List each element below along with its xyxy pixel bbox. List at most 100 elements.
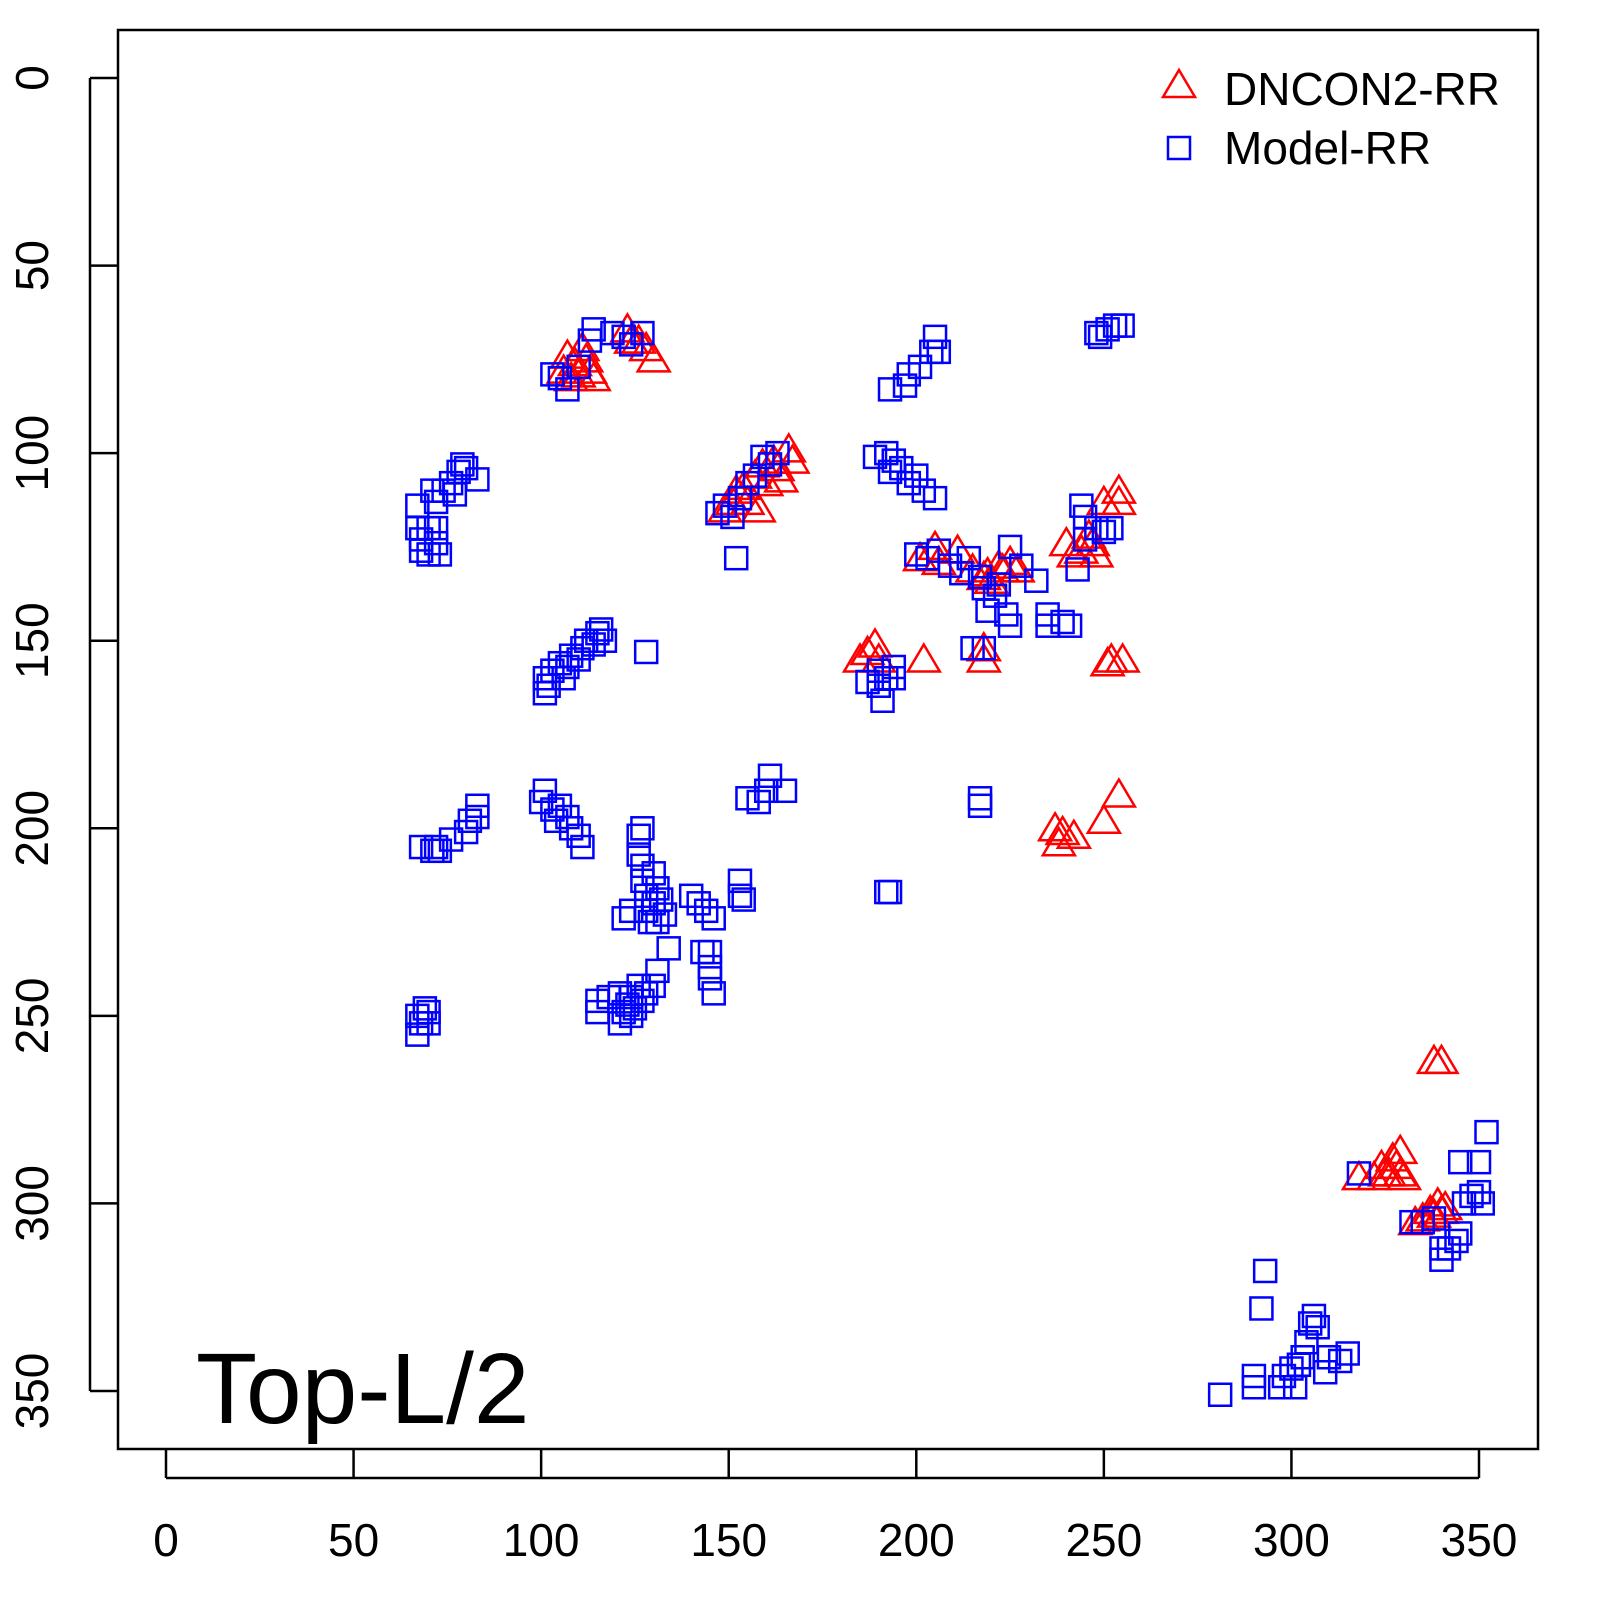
x-tick-label: 250	[1065, 1514, 1142, 1566]
model-rr-point	[1466, 1149, 1492, 1175]
model-rr-point	[438, 827, 464, 852]
model-rr-point	[855, 669, 880, 695]
x-tick-label: 150	[690, 1514, 767, 1566]
dncon2-rr-point	[973, 563, 1010, 594]
model-rr-point	[757, 763, 783, 789]
model-rr-point	[975, 598, 1000, 623]
dncon2-rr-point	[763, 461, 800, 493]
model-rr-point	[697, 939, 723, 965]
model-rr-point	[1447, 1221, 1473, 1246]
model-rr-point	[753, 778, 779, 804]
dncon2-rr-point	[905, 642, 942, 673]
dncon2-rr-point	[1382, 1133, 1419, 1165]
model-rr-point	[877, 879, 903, 905]
model-rr-point	[416, 542, 441, 567]
y-tick-label: 250	[6, 977, 58, 1054]
model-rr-point	[1057, 613, 1083, 638]
model-rr-point	[465, 793, 490, 819]
model-rr-point	[416, 1011, 441, 1036]
y-axis: 0 50 100 150 200 250 300 350	[6, 65, 118, 1429]
model-rr-point	[1297, 1311, 1323, 1336]
model-rr-point	[611, 324, 636, 350]
model-rr-point	[592, 628, 618, 653]
model-rr-point	[720, 504, 745, 530]
dncon2-rr-point	[856, 627, 894, 658]
model-rr-point	[735, 470, 760, 496]
model-rr-point	[967, 793, 993, 819]
model-rr-point	[457, 808, 483, 834]
model-rr-point	[1444, 1228, 1469, 1254]
model-rr-point	[701, 906, 726, 931]
model-rr-point	[693, 898, 719, 924]
model-rr-point	[450, 452, 475, 477]
model-rr-point	[532, 778, 558, 804]
model-rr-point	[423, 515, 449, 541]
legend-label-dncon2: DNCON2-RR	[1224, 63, 1500, 115]
annotation-top-l2: Top-L/2	[196, 1333, 530, 1445]
model-rr-point	[1110, 313, 1135, 338]
model-rr-point	[881, 665, 907, 691]
legend-square-icon	[1166, 135, 1192, 161]
model-rr-point	[1249, 1296, 1274, 1321]
model-rr-point	[1305, 1314, 1330, 1340]
model-rr-point	[701, 981, 726, 1006]
model-rr-point	[1470, 1191, 1496, 1216]
model-rr-point	[1474, 1119, 1499, 1145]
model-rr-point	[645, 909, 670, 935]
dncon2-rr-point	[1089, 645, 1126, 677]
model-rr-point	[1346, 1161, 1372, 1186]
model-rr-point	[1050, 609, 1075, 635]
dncon2-rr-point	[1100, 473, 1138, 504]
dncon2-rr-point	[1385, 1159, 1423, 1191]
model-rr-point	[630, 320, 655, 346]
model-rr-point	[656, 936, 681, 961]
model-rr-point	[446, 459, 471, 485]
model-rr-point	[896, 470, 922, 496]
dncon2-rr-point	[1044, 814, 1081, 846]
model-rr-point	[727, 868, 753, 894]
model-rr-point	[626, 823, 651, 849]
model-rr-point	[633, 639, 659, 665]
model-rr-point	[465, 467, 490, 492]
model-rr-point	[731, 887, 756, 912]
model-rr-point	[566, 354, 591, 380]
model-rr-point	[1091, 519, 1117, 545]
dncon2-rr-point	[1055, 818, 1093, 850]
model-rr-point	[626, 973, 651, 999]
legend-triangle-icon	[1160, 67, 1198, 99]
plot-frame	[116, 28, 1540, 1451]
model-rr-point	[1095, 317, 1120, 342]
model-rr-point	[570, 834, 595, 860]
model-rr-point	[1327, 1348, 1353, 1374]
model-rr-point	[1207, 1382, 1233, 1408]
model-rr-point	[986, 572, 1012, 597]
model-rr-point	[727, 883, 753, 909]
model-rr-point	[904, 463, 929, 488]
x-tick-label: 200	[878, 1514, 955, 1566]
x-tick-label: 350	[1441, 1514, 1518, 1566]
model-rr-point	[630, 816, 655, 841]
dncon2-rr-point	[1100, 484, 1138, 516]
model-rr-point	[967, 786, 993, 811]
model-rr-point	[881, 448, 907, 473]
x-tick-label: 50	[328, 1514, 379, 1566]
dncon2-rr-point	[1423, 1043, 1460, 1075]
y-tick-label: 50	[6, 240, 58, 291]
dncon2-rr-point	[980, 548, 1018, 579]
model-rr-point	[877, 377, 903, 402]
model-rr-point	[1009, 553, 1034, 578]
dncon2-rr-point	[1104, 642, 1141, 673]
model-rr-point	[750, 444, 775, 470]
model-rr-point	[678, 883, 704, 909]
dncon2-rr-point	[1055, 536, 1093, 568]
model-rr-point	[641, 861, 666, 886]
x-tick-label: 0	[153, 1514, 179, 1566]
model-rr-point	[772, 778, 798, 804]
y-tick-label: 100	[6, 415, 58, 492]
model-rr-point	[1335, 1341, 1360, 1366]
model-rr-point	[540, 362, 565, 387]
x-tick-label: 100	[503, 1514, 580, 1566]
dncon2-rr-point	[1370, 1155, 1408, 1187]
model-rr-point	[1421, 1206, 1447, 1231]
model-rr-point	[765, 440, 790, 466]
